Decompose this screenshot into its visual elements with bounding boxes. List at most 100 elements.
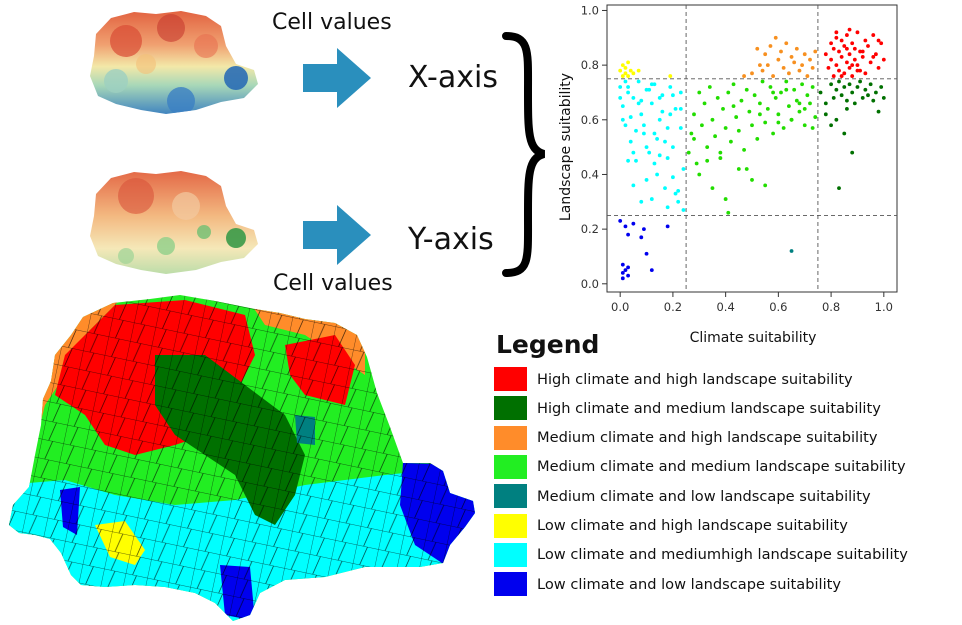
scatter-point-low-mediumhigh — [631, 150, 636, 155]
scatter-point-high-medium — [829, 123, 833, 128]
legend-swatch — [494, 572, 527, 597]
legend-swatch — [494, 513, 527, 538]
scatter-point-medium-medium — [739, 98, 744, 103]
x-axis-label: X-axis — [408, 60, 498, 95]
scatter-point-medium-medium — [697, 90, 702, 95]
scatter-point-medium-high — [781, 65, 786, 70]
suitability-scatterplot: Landscape suitability Climate suitabilit… — [558, 3, 898, 346]
scatter-point-low-high — [631, 71, 636, 76]
scatter-point-medium-medium — [705, 158, 710, 163]
legend-swatch — [494, 454, 527, 479]
scatter-point-low-mediumhigh — [623, 79, 628, 84]
scatter-point-medium-medium — [689, 131, 694, 136]
scatter-point-medium-medium — [718, 156, 723, 160]
scatter-point-medium-medium — [771, 90, 775, 95]
scatter-point-low-low — [626, 265, 630, 270]
legend-swatch — [494, 396, 527, 421]
scatter-point-low-mediumhigh — [660, 109, 665, 114]
scatter-point-high-high — [850, 74, 855, 78]
scatter-point-medium-medium — [755, 137, 760, 141]
scatter-point-medium-medium — [692, 137, 696, 141]
scatter-point-low-mediumhigh — [665, 156, 670, 160]
scatter-point-low-mediumhigh — [652, 131, 657, 136]
scatter-point-high-high — [876, 38, 881, 43]
scatter-point-high-high — [834, 63, 839, 68]
x-tick-label: 1.0 — [875, 300, 893, 314]
scatter-point-high-high — [831, 74, 836, 78]
scatter-point-low-mediumhigh — [681, 208, 686, 212]
scatter-point-high-high — [845, 33, 849, 37]
scatter-point-low-mediumhigh — [628, 139, 633, 144]
scatter-point-medium-medium — [773, 96, 778, 100]
scatter-point-low-mediumhigh — [634, 158, 638, 163]
scatter-point-low-low — [620, 276, 625, 281]
scatter-point-low-mediumhigh — [652, 82, 657, 87]
scatter-point-low-mediumhigh — [639, 199, 644, 204]
scatter-point-high-high — [823, 52, 828, 57]
scatter-point-low-mediumhigh — [620, 117, 625, 122]
scatter-point-high-high — [826, 65, 831, 70]
scatter-point-low-mediumhigh — [660, 93, 665, 98]
scatter-point-medium-medium — [718, 150, 723, 155]
scatter-point-medium-high — [797, 68, 802, 73]
scatter-point-medium-medium — [702, 101, 707, 106]
scatter-point-high-medium — [855, 85, 860, 89]
scatter-point-high-high — [874, 52, 878, 57]
scatter-point-medium-medium — [729, 139, 733, 144]
scatter-point-low-high — [628, 68, 633, 73]
scatter-point-low-low — [639, 235, 644, 240]
climate-suitability-minimap — [90, 11, 258, 114]
scatter-point-low-low — [644, 251, 649, 256]
x-tick-label: 0.6 — [769, 300, 787, 314]
x-tick-label: 0.0 — [611, 300, 629, 314]
scatter-point-low-mediumhigh — [636, 101, 641, 106]
scatter-point-low-mediumhigh — [639, 98, 644, 103]
scatter-point-low-mediumhigh — [644, 178, 649, 182]
scatter-point-medium-medium — [813, 115, 818, 119]
scatter-point-low-mediumhigh — [649, 101, 654, 106]
scatter-point-high-medium — [879, 85, 884, 89]
scatter-point-high-medium — [847, 82, 852, 87]
scatter-point-high-medium — [863, 87, 868, 92]
scatter-point-low-high — [623, 71, 628, 76]
scatter-point-medium-high — [750, 71, 754, 76]
scatter-point-medium-medium — [750, 178, 754, 182]
scatter-point-medium-high — [776, 57, 781, 62]
scatter-point-low-high — [620, 63, 625, 68]
scatter-point-medium-high — [805, 74, 810, 78]
scatter-point-low-mediumhigh — [639, 112, 644, 117]
scatter-point-high-medium — [837, 79, 841, 84]
scatter-point-medium-medium — [776, 112, 781, 117]
scatter-point-high-high — [871, 33, 876, 37]
scatter-point-high-medium — [842, 85, 847, 89]
scatter-point-medium-medium — [760, 79, 765, 84]
legend-item: Low climate and mediumhigh landscape sui… — [494, 542, 908, 567]
scatter-point-high-medium — [834, 117, 839, 122]
legend-item: High climate and medium landscape suitab… — [494, 396, 881, 421]
legend-label: Medium climate and high landscape suitab… — [537, 429, 878, 447]
scatter-point-low-mediumhigh — [626, 90, 630, 95]
scatter-point-high-medium — [842, 131, 847, 136]
scatter-point-medium-medium — [734, 115, 739, 119]
scatter-point-high-medium — [850, 150, 855, 155]
scatter-point-high-high — [855, 30, 860, 35]
scatter-point-high-medium — [845, 106, 849, 111]
scatter-point-low-mediumhigh — [673, 106, 678, 111]
scatter-point-medium-medium — [802, 123, 807, 128]
scatter-point-low-high — [626, 60, 630, 65]
scatter-point-high-medium — [874, 90, 878, 95]
scatter-point-medium-medium — [810, 126, 815, 130]
scatter-point-low-low — [618, 219, 623, 223]
scatter-point-high-medium — [829, 82, 833, 87]
scatter-point-low-mediumhigh — [678, 90, 683, 95]
scatter-point-medium-medium — [723, 126, 728, 130]
legend-item: High climate and high landscape suitabil… — [494, 367, 853, 391]
scatter-point-high-high — [837, 49, 841, 54]
scatter-point-medium-high — [763, 52, 768, 57]
scatter-point-high-medium — [839, 93, 844, 98]
scatter-point-high-medium — [852, 101, 857, 106]
scatter-point-low-mediumhigh — [644, 145, 649, 150]
legend-label: Low climate and high landscape suitabili… — [537, 517, 848, 534]
scatter-point-high-high — [855, 68, 860, 73]
scatter-point-low-mediumhigh — [636, 79, 641, 84]
